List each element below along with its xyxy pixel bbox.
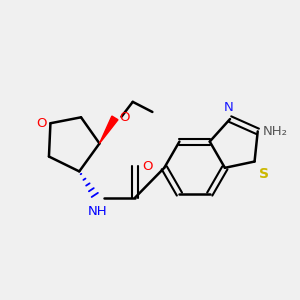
Text: S: S — [259, 167, 269, 181]
Text: O: O — [119, 111, 130, 124]
Text: O: O — [36, 117, 47, 130]
Polygon shape — [100, 116, 118, 143]
Text: N: N — [224, 101, 233, 114]
Text: NH₂: NH₂ — [263, 125, 288, 138]
Text: NH: NH — [87, 205, 107, 218]
Text: O: O — [142, 160, 152, 172]
